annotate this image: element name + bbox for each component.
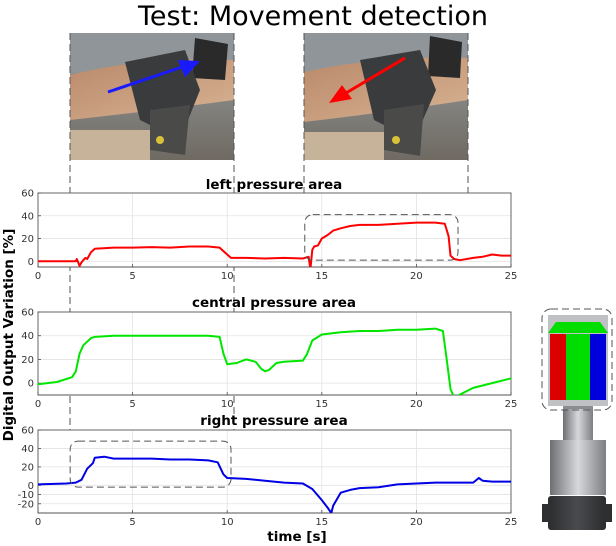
x-tick-label: 25 — [505, 517, 518, 528]
series-line — [38, 327, 511, 395]
series-line — [38, 221, 511, 267]
x-tick-label: 20 — [410, 399, 423, 410]
y-tick-label: 40 — [21, 211, 34, 222]
x-tick-label: 5 — [129, 399, 135, 410]
y-tick-label: 60 — [21, 426, 34, 437]
y-tick-label: 20 — [21, 462, 34, 473]
annotation-dashed-box — [69, 440, 232, 488]
sensor-neck — [563, 404, 593, 440]
y-tick-label: 0 — [28, 257, 34, 268]
x-tick-label: 15 — [315, 517, 328, 528]
x-tick-label: 15 — [315, 399, 328, 410]
panel-title-left: left pressure area — [206, 177, 343, 193]
x-axis-label: time [s] — [267, 529, 326, 545]
y-tick-label: 0 — [28, 481, 34, 492]
plot-frame — [37, 429, 512, 514]
y-axis-label: Digital Output Variation [%] — [1, 229, 17, 442]
sensor-base — [548, 496, 606, 530]
x-tick-label: 0 — [35, 271, 41, 282]
arrow-right-icon — [107, 65, 183, 94]
photo-1 — [70, 33, 234, 160]
y-tick-label: 40 — [21, 331, 34, 342]
series-line — [38, 455, 511, 513]
sensor-illustration — [541, 308, 613, 530]
sensor-lower-body — [550, 440, 606, 495]
plot-area — [37, 311, 512, 396]
x-tick-label: 10 — [221, 399, 234, 410]
panel-title-central: central pressure area — [192, 295, 356, 311]
sensor-central-area-top — [548, 322, 608, 333]
y-tick-label: 40 — [21, 444, 34, 455]
figure-title: Test: Movement detection — [137, 1, 488, 32]
photo-2 — [304, 33, 468, 160]
y-tick-label: -10 — [18, 490, 34, 501]
x-tick-label: 5 — [129, 517, 135, 528]
arrow-head-left-icon — [329, 85, 352, 103]
y-tick-label: 0 — [28, 379, 34, 390]
sensor-central-area — [566, 334, 590, 400]
x-tick-label: 10 — [221, 271, 234, 282]
x-tick-label: 0 — [35, 399, 41, 410]
sensor-left-area — [550, 334, 566, 400]
sensor-right-area — [590, 334, 606, 400]
panel-title-right: right pressure area — [200, 413, 347, 429]
y-tick-label: 60 — [21, 189, 34, 200]
plot-area — [37, 429, 512, 514]
x-tick-label: 0 — [35, 517, 41, 528]
chart-left-pressure: 0 5 10 15 20 25 0 20 40 60 — [21, 189, 517, 283]
chart-central-pressure: 0 5 10 15 20 25 0 20 40 60 — [21, 308, 517, 411]
y-tick-label: 20 — [21, 355, 34, 366]
arrow-head-right-icon — [178, 60, 200, 77]
x-tick-label: 25 — [505, 399, 518, 410]
sensor-highlight-box — [541, 308, 613, 411]
x-tick-label: 10 — [221, 517, 234, 528]
x-tick-label: 25 — [505, 271, 518, 282]
x-tick-label: 15 — [315, 271, 328, 282]
plot-frame — [37, 192, 512, 268]
plot-frame — [37, 311, 512, 396]
x-tick-label: 20 — [410, 517, 423, 528]
annotation-dashed-box — [304, 214, 459, 261]
arrow-left-icon — [345, 56, 406, 95]
plot-area — [37, 192, 512, 268]
y-tick-label: -20 — [18, 499, 34, 510]
x-tick-label: 5 — [129, 271, 135, 282]
y-tick-label: 60 — [21, 308, 34, 319]
x-tick-label: 20 — [410, 271, 423, 282]
y-tick-label: 20 — [21, 234, 34, 245]
